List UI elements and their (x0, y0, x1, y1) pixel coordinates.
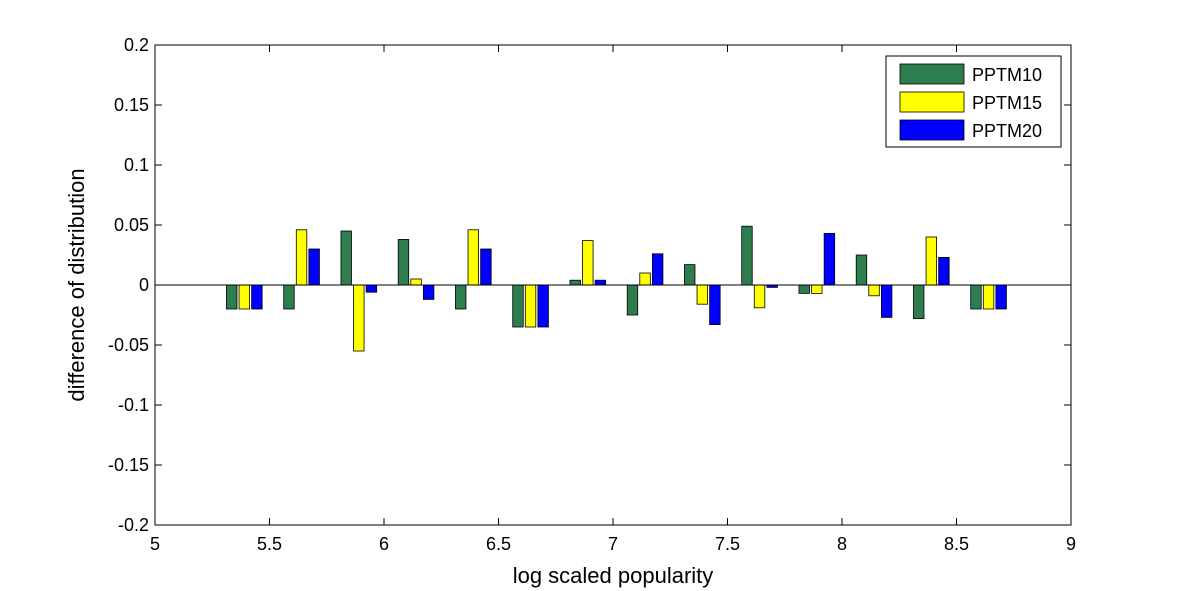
bar-pptm10-6 (569, 279, 581, 286)
bar-pptm15-13 (982, 284, 995, 310)
bar-pptm15-7 (639, 272, 651, 286)
bar-pptm15-5 (524, 284, 537, 328)
bar-pptm20-0 (251, 284, 263, 310)
bar-pptm10-8 (684, 264, 696, 286)
bar-pptm15-4 (467, 229, 479, 286)
bar-pptm10-4 (455, 284, 467, 310)
bar-pptm15-3 (410, 278, 422, 286)
legend-label-pptm20: PPTM20 (972, 121, 1042, 141)
y-tick-label: 0 (139, 275, 149, 295)
bar-pptm10-13 (970, 284, 982, 310)
bar-pptm10-11 (855, 254, 868, 286)
bar-pptm10-7 (626, 284, 639, 316)
x-tick-label: 5.5 (257, 534, 282, 554)
x-tick-label: 6.5 (486, 534, 511, 554)
bar-pptm10-3 (397, 238, 410, 286)
legend-swatch-pptm15 (899, 91, 965, 113)
y-tick-label: -0.2 (118, 515, 149, 535)
bar-pptm20-5 (537, 284, 549, 328)
x-axis-label: log scaled popularity (513, 563, 714, 588)
bar-pptm10-1 (283, 284, 295, 310)
bar-pptm10-2 (340, 230, 352, 286)
y-tick-label: -0.1 (118, 395, 149, 415)
bar-pptm10-12 (913, 284, 925, 319)
legend-swatch-pptm10 (899, 63, 965, 85)
x-tick-label: 6 (379, 534, 389, 554)
y-axis-label: difference of distribution (64, 168, 89, 401)
legend-label-pptm15: PPTM15 (972, 93, 1042, 113)
bar-pptm20-10 (823, 232, 836, 286)
bar-pptm10-10 (798, 284, 810, 294)
bar-pptm15-1 (295, 229, 308, 286)
bar-pptm20-1 (308, 248, 320, 286)
bar-pptm20-11 (880, 284, 893, 318)
bar-pptm20-6 (594, 279, 607, 286)
bar-pptm15-9 (753, 284, 766, 309)
bar-pptm15-0 (238, 284, 250, 310)
y-tick-label: 0.05 (114, 215, 149, 235)
y-tick-label: 0.2 (124, 35, 149, 55)
bar-pptm15-12 (925, 236, 937, 286)
legend: PPTM10 PPTM15 PPTM20 (885, 55, 1062, 148)
x-tick-label: 9 (1066, 534, 1076, 554)
bar-pptm20-2 (365, 284, 378, 293)
bar-pptm15-8 (696, 284, 708, 305)
x-tick-label: 5 (150, 534, 160, 554)
bar-pptm20-8 (709, 284, 721, 325)
x-tick-label: 8 (837, 534, 847, 554)
legend-swatch-pptm20 (899, 119, 965, 141)
y-tick-label: -0.05 (108, 335, 149, 355)
bar-pptm15-6 (582, 240, 594, 286)
x-tick-label: 8.5 (944, 534, 969, 554)
legend-label-pptm10: PPTM10 (972, 65, 1042, 85)
bar-pptm20-12 (938, 256, 950, 286)
bars-layer (226, 225, 1007, 352)
y-tick-label: -0.15 (108, 455, 149, 475)
bar-pptm15-10 (811, 284, 823, 294)
y-tick-label: 0.1 (124, 155, 149, 175)
bar-pptm20-4 (480, 248, 492, 286)
x-tick-label: 7 (608, 534, 618, 554)
x-axis-ticks: 5 5.5 6 6.5 7 7.5 8 8.5 9 (150, 45, 1076, 554)
bar-pptm20-7 (651, 253, 664, 286)
bar-pptm10-5 (512, 284, 524, 328)
bar-pptm15-2 (353, 284, 365, 352)
x-tick-label: 7.5 (715, 534, 740, 554)
y-axis-ticks: -0.2 -0.15 -0.1 -0.05 0 0.05 0.1 0.15 0.2 (108, 35, 1071, 535)
bar-pptm20-13 (995, 284, 1007, 310)
bar-pptm10-9 (741, 225, 753, 286)
bar-pptm15-11 (868, 284, 880, 297)
y-tick-label: 0.15 (114, 95, 149, 115)
bar-pptm20-3 (422, 284, 435, 300)
bar-pptm10-0 (226, 284, 238, 310)
